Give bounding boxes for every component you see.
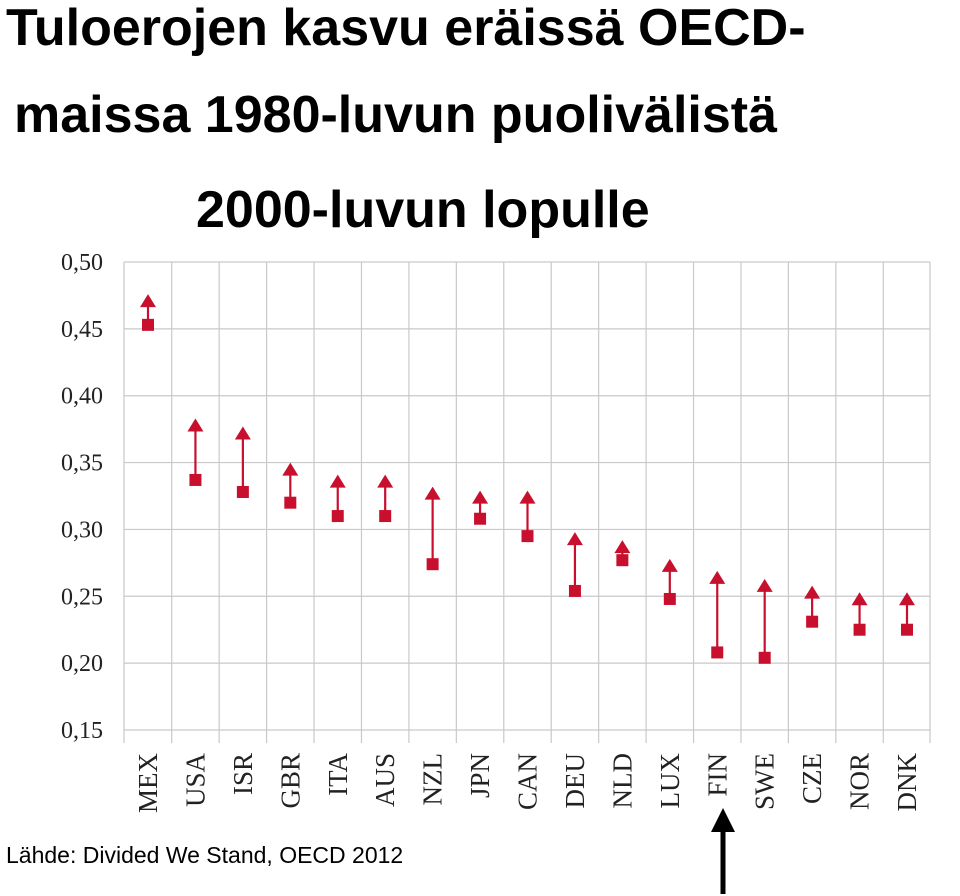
- x-category-label: SWE: [750, 753, 780, 810]
- x-axis-category-labels: MEX USA ISR GBR ITA AUS NZL JPN CAN DEU NLD LUX FIN S…: [133, 753, 922, 814]
- x-category-label: NOR: [845, 753, 875, 810]
- x-category-label: AUS: [370, 753, 400, 807]
- change-arrow-head: [519, 490, 536, 504]
- x-category-label: MEX: [133, 753, 163, 814]
- change-arrow-head: [709, 570, 726, 584]
- start-value-marker: [236, 485, 249, 498]
- change-arrow-head: [424, 486, 441, 500]
- change-arrow-head: [472, 490, 489, 504]
- change-arrow-head: [234, 426, 251, 440]
- x-category-label: NLD: [607, 753, 637, 809]
- change-arrow-head: [899, 592, 915, 606]
- change-arrow-head: [282, 462, 299, 476]
- y-tick-label: 0,25: [61, 584, 103, 610]
- start-value-marker: [426, 558, 439, 571]
- x-category-label: GBR: [275, 753, 305, 809]
- x-category-label: ISR: [228, 753, 258, 795]
- title-line-2: maissa 1980-luvun puolivälistä: [14, 86, 778, 144]
- change-arrow-head: [377, 474, 394, 488]
- x-category-label: NZL: [418, 753, 448, 805]
- start-value-marker: [142, 318, 154, 331]
- chart-title: Tuloerojen kasvu eräissä OECD- maissa 19…: [6, 0, 806, 239]
- start-value-marker: [806, 615, 819, 628]
- x-category-label: CZE: [797, 753, 827, 804]
- y-tick-label: 0,35: [61, 451, 103, 477]
- start-value-marker: [284, 496, 297, 509]
- x-category-label: USA: [180, 753, 210, 808]
- y-axis-tick-labels: 0,15 0,20 0,25 0,30 0,35 0,40 0,45 0,50: [61, 250, 103, 744]
- grid: [123, 261, 931, 743]
- title-line-1: Tuloerojen kasvu eräissä OECD-: [6, 0, 806, 57]
- title-line-3: 2000-luvun lopulle: [196, 181, 650, 239]
- x-category-label: DNK: [892, 753, 922, 812]
- y-tick-label: 0,40: [61, 384, 103, 410]
- change-arrow-head: [329, 474, 346, 488]
- highlight-arrow: [711, 808, 735, 894]
- start-value-marker: [521, 530, 534, 543]
- start-value-marker: [568, 584, 581, 597]
- change-arrow-head: [566, 532, 583, 546]
- start-value-marker: [853, 623, 866, 636]
- x-category-label: JPN: [465, 753, 495, 798]
- y-tick-label: 0,20: [61, 651, 103, 677]
- change-arrow-head: [614, 540, 631, 554]
- start-value-marker: [379, 510, 392, 523]
- change-arrow-head: [804, 585, 821, 599]
- x-category-label: FIN: [702, 753, 732, 797]
- x-category-label: ITA: [323, 753, 353, 796]
- change-arrow-head: [187, 418, 204, 432]
- start-value-marker: [758, 651, 771, 664]
- y-tick-label: 0,30: [61, 517, 103, 543]
- change-arrow-head: [661, 558, 678, 572]
- x-category-label: CAN: [513, 753, 543, 810]
- start-value-marker: [663, 592, 676, 605]
- y-tick-label: 0,50: [61, 250, 103, 276]
- start-value-marker: [331, 510, 344, 523]
- start-value-marker: [711, 646, 724, 659]
- start-value-marker: [189, 473, 202, 486]
- y-tick-label: 0,45: [61, 317, 103, 343]
- data-marks: [140, 294, 915, 664]
- highlight-arrow-head: [711, 808, 735, 832]
- start-value-marker: [616, 554, 629, 567]
- start-value-marker: [901, 623, 913, 636]
- source-note: Lähde: Divided We Stand, OECD 2012: [6, 842, 403, 868]
- change-arrow-head: [140, 294, 156, 308]
- change-arrow-head: [851, 592, 868, 606]
- change-arrow-head: [756, 578, 773, 592]
- start-value-marker: [474, 512, 487, 525]
- x-category-label: DEU: [560, 753, 590, 809]
- y-tick-label: 0,15: [61, 718, 103, 744]
- x-category-label: LUX: [655, 753, 685, 809]
